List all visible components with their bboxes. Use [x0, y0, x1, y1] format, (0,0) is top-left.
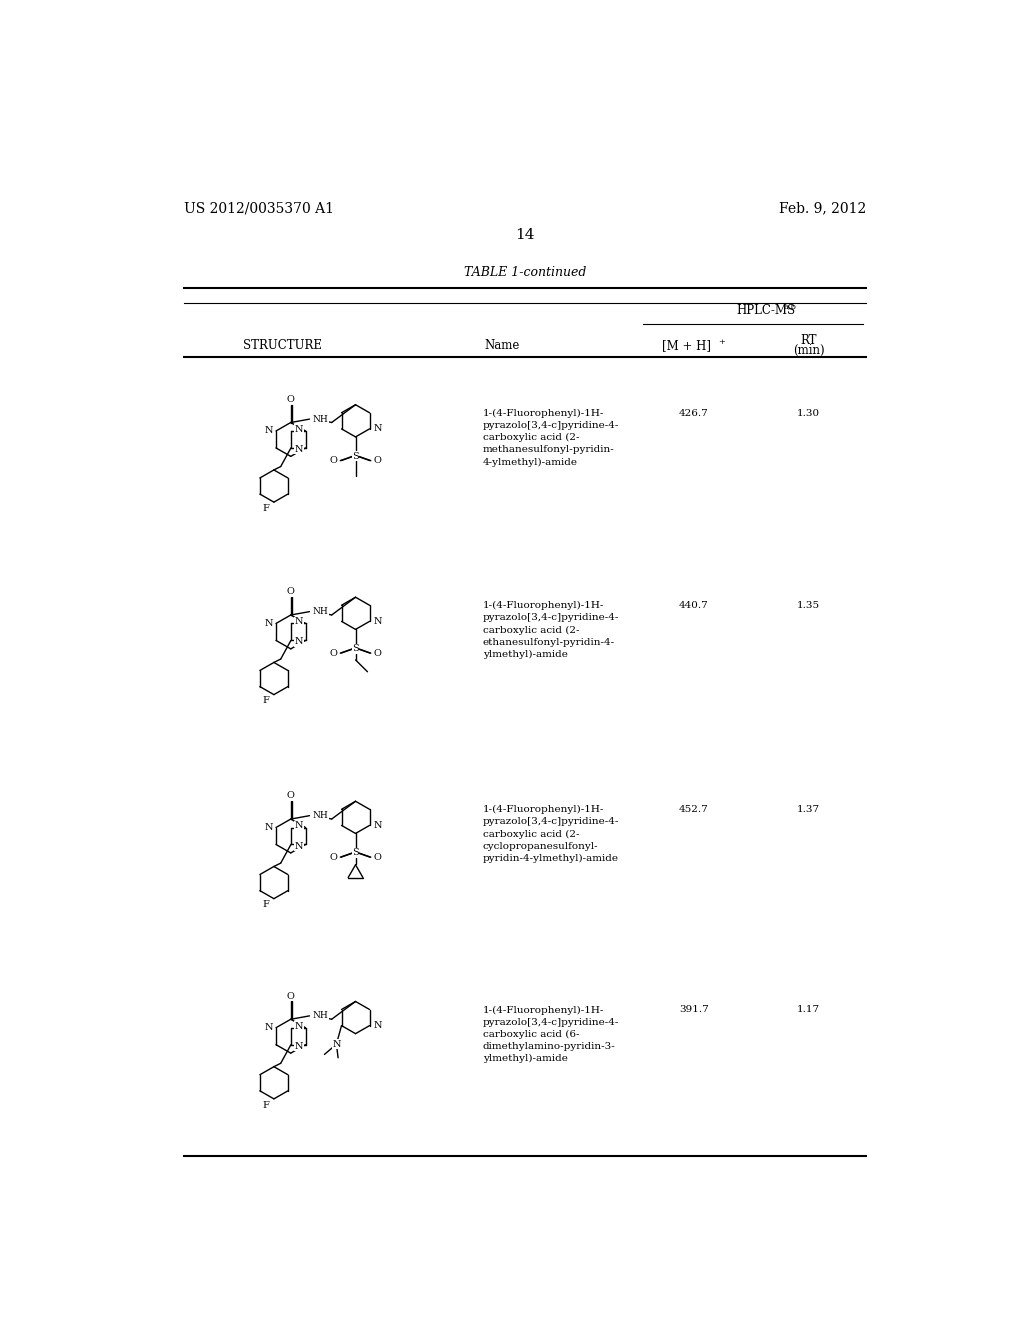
Text: +: + [719, 338, 725, 346]
Text: Name: Name [484, 339, 520, 352]
Text: N: N [264, 824, 272, 832]
Text: N: N [295, 425, 303, 434]
Text: O: O [287, 792, 295, 800]
Text: a,b: a,b [783, 302, 797, 310]
Text: O: O [287, 395, 295, 404]
Text: O: O [374, 853, 382, 862]
Text: 1.35: 1.35 [797, 601, 820, 610]
Text: N: N [295, 638, 303, 647]
Text: F: F [262, 504, 269, 512]
Text: O: O [374, 457, 382, 465]
Text: N: N [374, 821, 382, 830]
Text: N: N [295, 445, 303, 454]
Text: 1-(4-Fluorophenyl)-1H-
pyrazolo[3,4-c]pyridine-4-
carboxylic acid (2-
ethanesulf: 1-(4-Fluorophenyl)-1H- pyrazolo[3,4-c]py… [483, 601, 620, 659]
Text: N: N [374, 424, 382, 433]
Text: 1-(4-Fluorophenyl)-1H-
pyrazolo[3,4-c]pyridine-4-
carboxylic acid (6-
dimethylam: 1-(4-Fluorophenyl)-1H- pyrazolo[3,4-c]py… [483, 1006, 620, 1064]
Text: [M + H]: [M + H] [662, 339, 711, 352]
Text: N: N [295, 821, 303, 830]
Text: 1.17: 1.17 [797, 1006, 820, 1014]
Text: 391.7: 391.7 [679, 1006, 709, 1014]
Text: S: S [352, 849, 359, 858]
Text: O: O [330, 853, 337, 862]
Text: 452.7: 452.7 [679, 805, 709, 814]
Text: STRUCTURE: STRUCTURE [244, 339, 323, 352]
Text: O: O [330, 648, 337, 657]
Text: N: N [332, 1040, 341, 1049]
Text: O: O [330, 457, 337, 465]
Text: F: F [262, 696, 269, 705]
Text: TABLE 1-continued: TABLE 1-continued [464, 265, 586, 279]
Text: NH: NH [312, 607, 329, 616]
Text: 426.7: 426.7 [679, 409, 709, 417]
Text: HPLC-MS: HPLC-MS [736, 304, 796, 317]
Text: N: N [295, 1041, 303, 1051]
Text: RT: RT [800, 334, 817, 347]
Text: S: S [352, 451, 359, 461]
Text: N: N [264, 619, 272, 628]
Text: 1-(4-Fluorophenyl)-1H-
pyrazolo[3,4-c]pyridine-4-
carboxylic acid (2-
methanesul: 1-(4-Fluorophenyl)-1H- pyrazolo[3,4-c]py… [483, 409, 620, 467]
Text: 1.30: 1.30 [797, 409, 820, 417]
Text: NH: NH [312, 414, 329, 424]
Text: N: N [295, 618, 303, 627]
Text: O: O [374, 648, 382, 657]
Text: 440.7: 440.7 [679, 601, 709, 610]
Text: F: F [262, 1101, 269, 1110]
Text: N: N [264, 426, 272, 436]
Text: NH: NH [312, 812, 329, 820]
Text: N: N [295, 1022, 303, 1031]
Text: (min): (min) [793, 345, 824, 358]
Text: F: F [262, 900, 269, 909]
Text: O: O [287, 587, 295, 597]
Text: S: S [352, 644, 359, 653]
Text: N: N [374, 616, 382, 626]
Text: Feb. 9, 2012: Feb. 9, 2012 [778, 202, 866, 215]
Text: N: N [374, 1022, 382, 1030]
Text: O: O [287, 991, 295, 1001]
Text: N: N [264, 1023, 272, 1032]
Text: 14: 14 [515, 228, 535, 243]
Text: 1.37: 1.37 [797, 805, 820, 814]
Text: 1-(4-Fluorophenyl)-1H-
pyrazolo[3,4-c]pyridine-4-
carboxylic acid (2-
cyclopropa: 1-(4-Fluorophenyl)-1H- pyrazolo[3,4-c]py… [483, 805, 620, 863]
Text: NH: NH [312, 1011, 329, 1020]
Text: N: N [295, 842, 303, 850]
Text: US 2012/0035370 A1: US 2012/0035370 A1 [183, 202, 334, 215]
